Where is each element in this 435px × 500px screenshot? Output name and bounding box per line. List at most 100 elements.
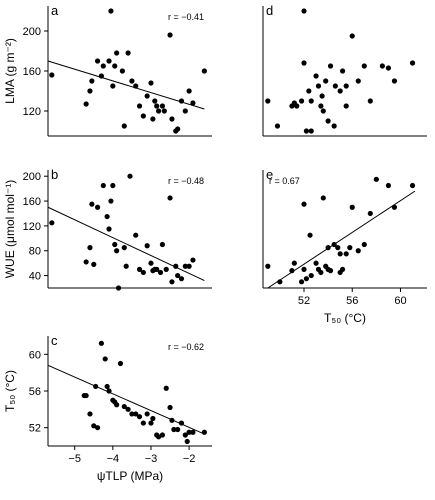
panel-a-point bbox=[100, 63, 106, 69]
panel-b-point bbox=[163, 266, 169, 272]
panel-a-point bbox=[156, 108, 162, 114]
panel-b-point bbox=[173, 263, 179, 269]
panel-e-point bbox=[349, 204, 355, 210]
panel-a-point bbox=[167, 32, 173, 38]
panel-b-letter: b bbox=[51, 167, 58, 182]
panel-d-point bbox=[331, 123, 337, 129]
panel-a-point bbox=[190, 100, 196, 106]
panel-e-point bbox=[339, 266, 346, 272]
panel-a-point bbox=[159, 103, 166, 109]
panel-a-point bbox=[201, 68, 207, 74]
panel-d-letter: d bbox=[266, 3, 273, 18]
panel-a-point bbox=[182, 108, 188, 114]
panel-d-point bbox=[343, 83, 349, 89]
panel-d-point bbox=[274, 123, 281, 129]
panel-c-point bbox=[102, 356, 108, 362]
panel-c-ytick-label: 56 bbox=[29, 386, 41, 398]
panel-e-point bbox=[298, 279, 305, 285]
panel-c-xtick-label: −4 bbox=[107, 453, 120, 465]
panel-b-point bbox=[49, 220, 55, 226]
panel-d-point bbox=[301, 8, 307, 14]
panel-c-point bbox=[93, 383, 99, 390]
panel-c-point bbox=[148, 420, 154, 426]
panel-b-ytick-label: 80 bbox=[29, 246, 41, 258]
panel-d-point bbox=[391, 78, 398, 84]
panel-d-point bbox=[315, 83, 322, 89]
panel-d-point bbox=[301, 60, 307, 66]
panel-a-fit-line bbox=[47, 60, 205, 110]
panel-b-point bbox=[112, 241, 118, 248]
panel-e-point bbox=[318, 269, 324, 276]
panel-a-point bbox=[129, 78, 135, 84]
panel-a-point bbox=[121, 123, 127, 129]
panel-d-point bbox=[298, 98, 305, 104]
panel-a-ytick-label: 120 bbox=[23, 106, 41, 118]
panel-e-point bbox=[373, 176, 379, 182]
panel-b-point bbox=[133, 232, 139, 238]
panel-e-point bbox=[335, 245, 341, 251]
panel-c-point bbox=[182, 432, 188, 438]
panel-c-point bbox=[133, 411, 139, 417]
panel-c-point bbox=[171, 426, 177, 433]
panel-e-point bbox=[307, 232, 313, 238]
panel-a-point bbox=[83, 101, 89, 107]
panel-c-ytick-label: 60 bbox=[29, 349, 41, 361]
panel-b-point bbox=[123, 263, 129, 269]
panel-c-point bbox=[106, 388, 112, 394]
panel-c-point bbox=[87, 411, 93, 417]
panel-e-xtick-label: 56 bbox=[346, 295, 358, 307]
panel-a-letter: a bbox=[51, 3, 59, 18]
panel-c-point bbox=[94, 425, 101, 431]
panel-b-point bbox=[89, 201, 95, 207]
panel-a-point bbox=[119, 68, 125, 74]
panel-e-point bbox=[337, 251, 343, 257]
panel-a-point bbox=[110, 83, 116, 89]
panel-b-r-label: r = −0.48 bbox=[168, 176, 204, 186]
panel-c-point bbox=[163, 385, 169, 391]
panel-b-point bbox=[108, 198, 114, 204]
panel-d-point bbox=[349, 33, 355, 39]
panel-e-point bbox=[308, 272, 314, 279]
panel-b-point bbox=[94, 204, 101, 210]
panel-c-ytick-label: 52 bbox=[29, 423, 41, 435]
panel-d-point bbox=[306, 88, 312, 94]
panel-b-point bbox=[115, 285, 122, 291]
panel-a-point bbox=[49, 72, 55, 78]
panel-e-point bbox=[367, 210, 373, 217]
panel-e-point bbox=[265, 263, 271, 269]
panel-e-point bbox=[289, 268, 295, 274]
panel-b-point bbox=[154, 266, 160, 272]
panel-d-point bbox=[379, 63, 385, 69]
panel-c-point bbox=[104, 383, 110, 390]
panel-a-point bbox=[144, 93, 150, 99]
panel-c-point bbox=[121, 403, 127, 410]
panel-c-point bbox=[98, 340, 104, 346]
panel-e-point bbox=[385, 182, 392, 189]
panel-c-point bbox=[201, 429, 207, 435]
panel-c-point bbox=[169, 417, 175, 423]
panel-c-point bbox=[129, 411, 135, 417]
panel-e-point bbox=[303, 276, 310, 282]
panel-b-ylabel: WUE (μmol mol⁻¹) bbox=[3, 180, 17, 279]
panel-b-point bbox=[110, 182, 116, 189]
panel-b-point bbox=[159, 241, 166, 248]
panel-d-point bbox=[318, 103, 324, 109]
panel-b-ytick-label: 200 bbox=[23, 171, 41, 183]
panel-b-point bbox=[106, 226, 112, 232]
panel-a-point bbox=[178, 98, 185, 104]
panel-d-point bbox=[355, 78, 361, 84]
panel-e-point bbox=[391, 204, 398, 210]
panel-d-point bbox=[319, 93, 325, 99]
panel-a-point bbox=[148, 80, 154, 86]
panel-b-point bbox=[182, 263, 188, 269]
panel-a-point bbox=[89, 78, 95, 84]
panel-b-point bbox=[186, 263, 192, 269]
panel-e-point bbox=[313, 260, 319, 266]
panel-b-point bbox=[148, 260, 154, 266]
panel-e-group bbox=[262, 170, 427, 292]
panel-a-point bbox=[175, 126, 181, 132]
panel-d-point bbox=[320, 108, 326, 114]
panel-c-point bbox=[114, 402, 120, 408]
panel-a-point bbox=[169, 116, 175, 122]
